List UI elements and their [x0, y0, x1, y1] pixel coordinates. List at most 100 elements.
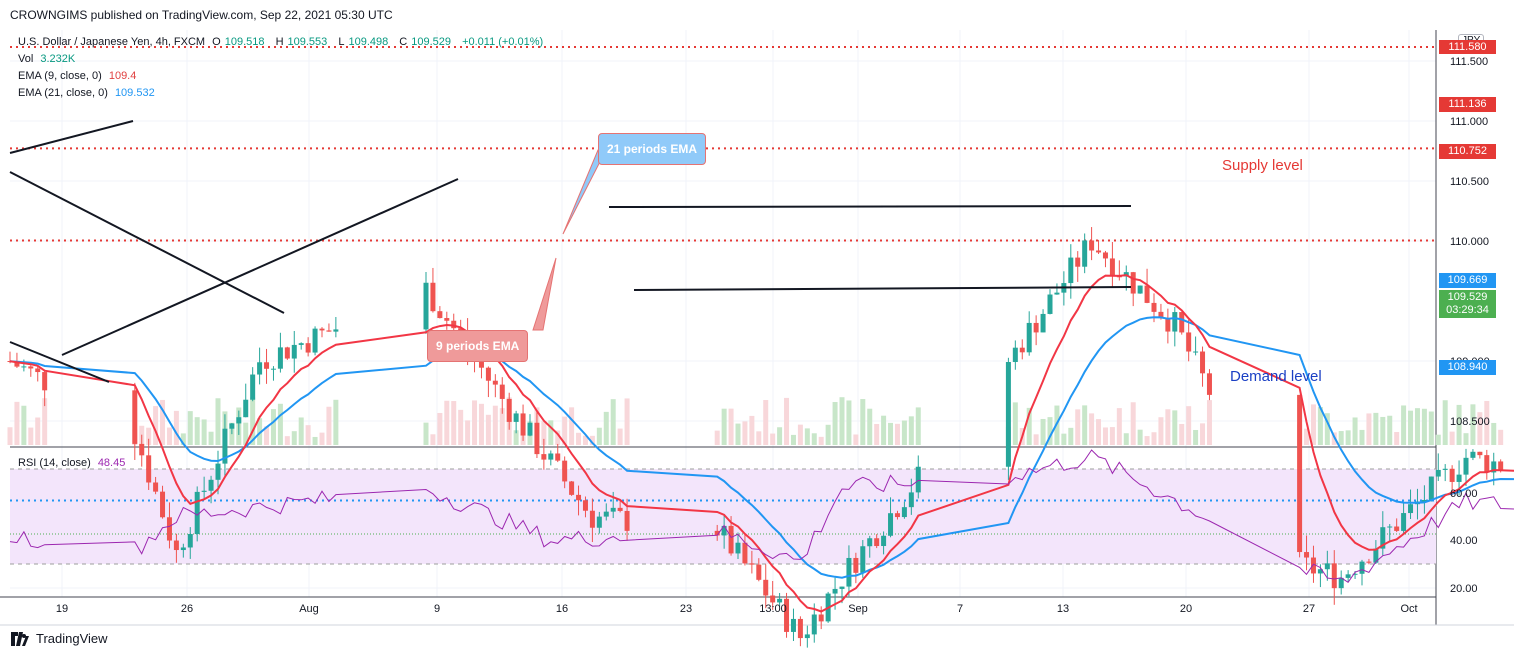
candle-body [229, 423, 235, 429]
candle-body [1206, 373, 1212, 395]
candle-body [236, 417, 242, 424]
volume-bar [756, 431, 762, 445]
volume-bar [1102, 427, 1108, 445]
volume-bar [1109, 427, 1115, 445]
candle-body [1456, 474, 1462, 482]
candle-body [139, 443, 145, 456]
volume-bar [784, 397, 790, 445]
price-pane[interactable] [10, 30, 1436, 445]
volume-bar [915, 407, 921, 445]
tradingview-footer[interactable]: TradingView [10, 631, 108, 646]
ema21-legend[interactable]: EMA (21, close, 0) 109.532 [18, 87, 155, 99]
ema21-callout: 21 periods EMA [598, 133, 707, 165]
volume-bar [894, 423, 900, 445]
rsi-legend[interactable]: RSI (14, close) 48.45 [18, 457, 126, 469]
time-tick-label: 27 [1303, 603, 1315, 615]
volume-bar [1470, 404, 1476, 445]
candle-body [1109, 258, 1115, 277]
volume-bar [714, 430, 720, 445]
volume-bar [853, 434, 859, 445]
candle-body [894, 513, 900, 518]
candle-body [499, 384, 505, 399]
supply-level-label: Supply level [1222, 157, 1303, 174]
volume-bar [1394, 432, 1400, 445]
volume-bar [173, 410, 179, 445]
candle-body [1317, 569, 1323, 574]
candle-body [326, 330, 332, 332]
volume-bar [1456, 404, 1462, 445]
ema9-callout: 9 periods EMA [427, 330, 529, 362]
volume-bar [582, 435, 588, 445]
candle-body [1054, 292, 1060, 295]
volume-bar [1137, 429, 1143, 445]
time-axis-ticks: 19 26 Aug 9 16 23 13:00 Sep 7 13 20 27 Oct [56, 603, 1418, 615]
volume-bar [264, 426, 270, 445]
volume-bar [1435, 434, 1441, 445]
volume-bar [777, 427, 783, 445]
candle-body [492, 380, 498, 385]
candle-body [797, 618, 803, 639]
candle-body [1033, 322, 1039, 333]
candle-body [818, 614, 824, 622]
time-tick-label: 13:00 [759, 603, 787, 615]
volume-bar [1498, 429, 1504, 445]
candle-body [166, 517, 172, 541]
volume-bar [1477, 412, 1483, 445]
volume-bar [1075, 409, 1081, 445]
volume-bar [458, 409, 464, 445]
candle-body [423, 282, 429, 330]
volume-bar [728, 408, 734, 445]
candle-body [853, 557, 859, 573]
volume-bar [1047, 417, 1053, 445]
candle-body [513, 413, 519, 422]
bar-countdown: 03:29:34 [1446, 304, 1489, 316]
candle-body [1477, 451, 1483, 456]
volume-bar [721, 408, 727, 445]
horizontal-levels [10, 46, 1436, 535]
candle-body [1012, 347, 1018, 363]
candle-body [35, 368, 41, 373]
candle-body [1179, 312, 1185, 333]
ema9-legend[interactable]: EMA (9, close, 0) 109.4 [18, 70, 137, 82]
volume-bar [423, 422, 429, 445]
volume-bar [437, 412, 443, 445]
time-tick-label: 26 [181, 603, 193, 615]
price-tag-111136: 111.136 [1439, 97, 1496, 112]
volume-legend[interactable]: Vol 3.232K [18, 53, 76, 65]
ema21-value: 109.532 [114, 87, 155, 99]
candle-body [451, 320, 457, 329]
symbol-legend[interactable]: U.S. Dollar / Japanese Yen, 4h, FXCM O 10… [18, 36, 547, 48]
candle-body [1449, 468, 1455, 482]
volume-bar [548, 420, 554, 445]
volume-bar [901, 420, 907, 445]
candle-body [1297, 394, 1303, 553]
rsi-value: 48.45 [97, 457, 126, 469]
volume-bar [1463, 433, 1469, 445]
volume-bar [1366, 413, 1372, 445]
volume-bar [201, 419, 207, 445]
volume-bar [1401, 405, 1407, 445]
volume-bar [1352, 417, 1358, 445]
volume-bar [1373, 412, 1379, 445]
candle-body [742, 542, 748, 564]
candle-body [333, 329, 339, 332]
volume-bar [1186, 406, 1192, 445]
ema9-line [9, 274, 1514, 613]
time-tick-label: 9 [434, 603, 440, 615]
candle-body [1165, 318, 1171, 332]
volume-bar [811, 433, 817, 445]
trendline-lower-left [9, 341, 110, 383]
candle-body [576, 494, 582, 501]
candle-body [1186, 332, 1192, 352]
candle-body [444, 318, 450, 321]
candle-body [562, 460, 568, 482]
candle-body [839, 586, 845, 589]
candle-body [1304, 552, 1310, 558]
rsi-tick-label: 60.00 [1450, 488, 1478, 500]
candle-body [153, 482, 159, 492]
volume-bar [208, 431, 214, 445]
candle-body [187, 534, 193, 548]
candle-body [596, 516, 602, 528]
candle-body [804, 634, 810, 639]
